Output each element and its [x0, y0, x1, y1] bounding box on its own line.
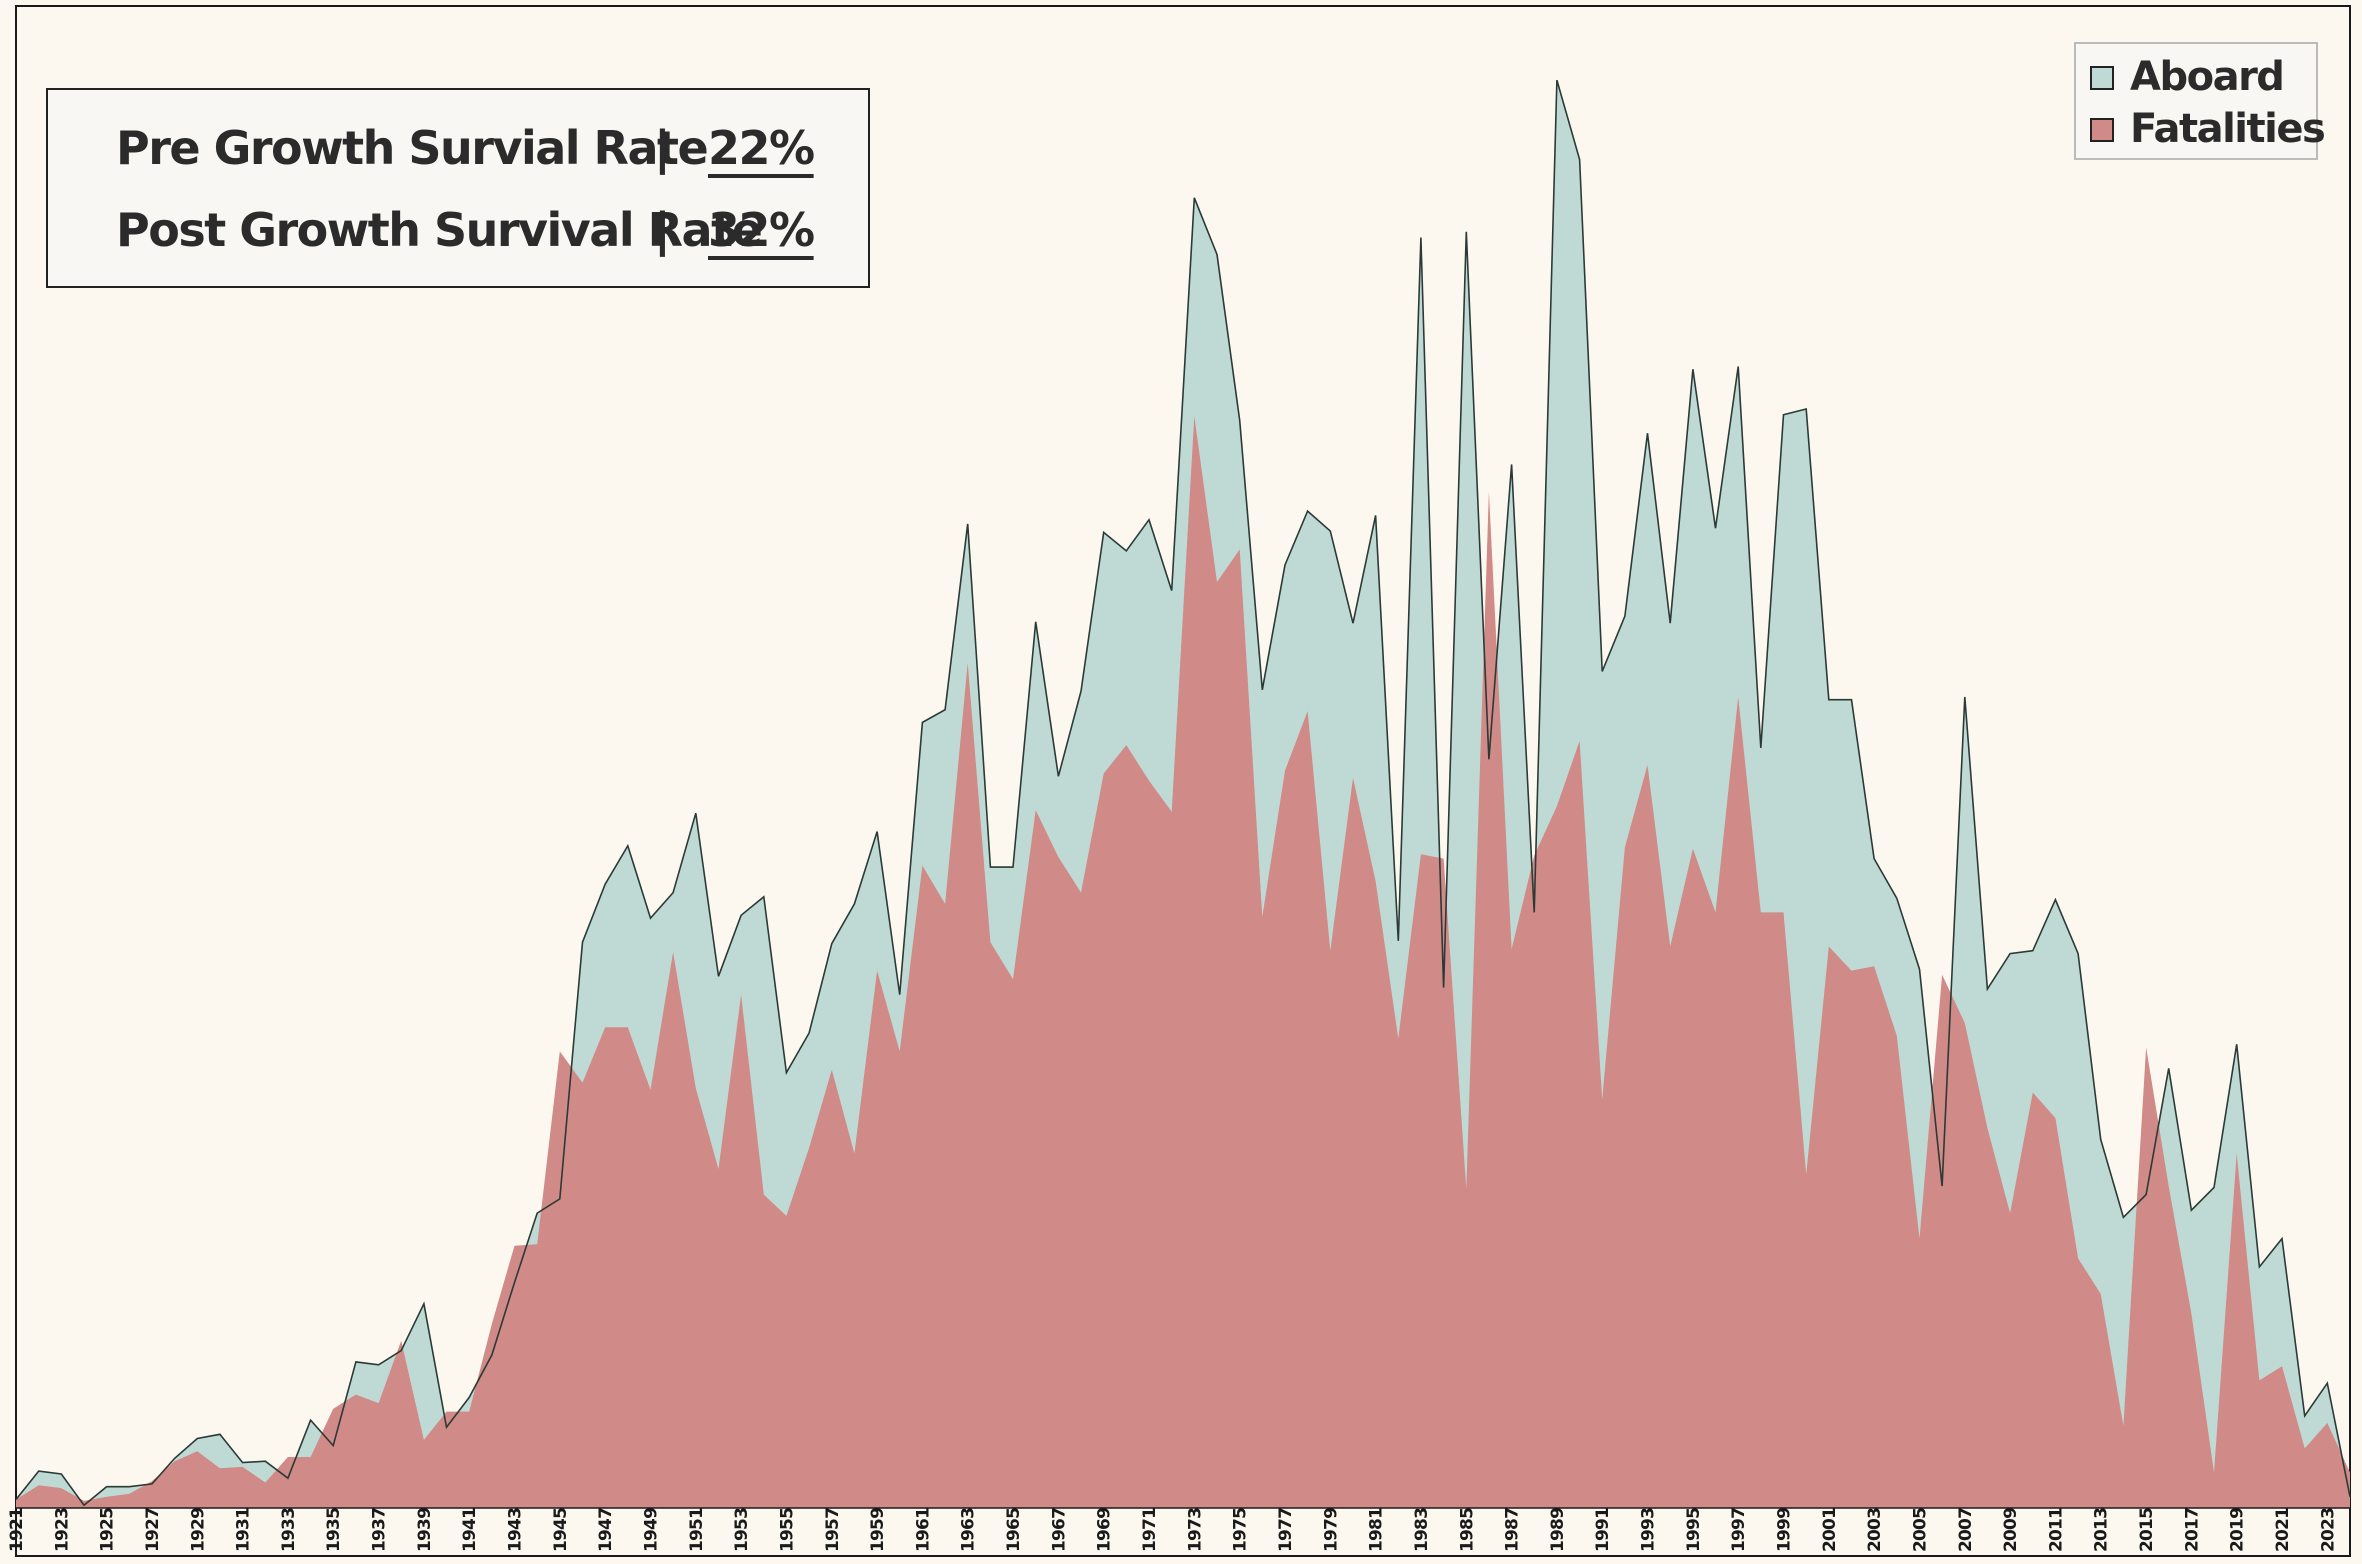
- x-tick-label: 1973: [1185, 1508, 1205, 1552]
- x-tick-label: 1997: [1729, 1508, 1749, 1552]
- x-tick-label: 2015: [2137, 1508, 2157, 1552]
- post-growth-value: 32%: [708, 203, 815, 257]
- legend-swatch-aboard: [2090, 66, 2114, 90]
- legend-swatch-fatalities: [2090, 118, 2114, 142]
- x-tick-label: 1943: [506, 1508, 526, 1552]
- x-tick-label: 2023: [2318, 1508, 2338, 1552]
- x-tick-label: 2011: [2046, 1508, 2066, 1552]
- x-tick-label: 1945: [551, 1508, 571, 1552]
- x-tick-label: 1933: [279, 1508, 299, 1552]
- x-tick-label: 1965: [1004, 1508, 1024, 1552]
- post-growth-row: Post Growth Survival Rate | 32%: [48, 190, 868, 270]
- x-tick-label: 1927: [143, 1508, 163, 1552]
- post-growth-label: Post Growth Survival Rate: [116, 203, 763, 257]
- aboard-line: [15, 79, 2351, 1507]
- x-tick-label: 1969: [1095, 1508, 1115, 1552]
- x-tick-label: 2009: [2001, 1508, 2021, 1552]
- x-tick-label: 1961: [913, 1508, 933, 1552]
- x-tick-label: 1951: [687, 1508, 707, 1552]
- x-tick-label: 1971: [1140, 1508, 1160, 1552]
- x-tick-label: 2003: [1865, 1508, 1885, 1552]
- x-tick-label: 1995: [1684, 1508, 1704, 1552]
- x-tick-label: 1935: [324, 1508, 344, 1552]
- area-series-group: [15, 79, 2351, 1509]
- x-tick-label: 1963: [959, 1508, 979, 1552]
- pre-growth-row: Pre Growth Survial Rate | 22%: [48, 108, 868, 188]
- x-tick-label: 1925: [98, 1508, 118, 1552]
- x-tick-label: 1983: [1412, 1508, 1432, 1552]
- x-tick-label: 1987: [1503, 1508, 1523, 1552]
- x-tick-label: 2001: [1820, 1508, 1840, 1552]
- x-tick-label: 2005: [1911, 1508, 1931, 1552]
- x-tick-label: 1929: [188, 1508, 208, 1552]
- x-tick-label: 1991: [1593, 1508, 1613, 1552]
- x-tick-label: 1931: [234, 1508, 254, 1552]
- pre-growth-label: Pre Growth Survial Rate: [116, 121, 709, 175]
- post-growth-separator: |: [654, 203, 671, 257]
- legend-label-fatalities: Fatalities: [2130, 106, 2326, 152]
- x-tick-label: 1959: [868, 1508, 888, 1552]
- x-tick-label: 1957: [823, 1508, 843, 1552]
- x-tick-label: 1977: [1276, 1508, 1296, 1552]
- x-tick-label: 1955: [777, 1508, 797, 1552]
- x-tick-label: 1937: [370, 1508, 390, 1552]
- x-tick-label: 1921: [7, 1508, 27, 1552]
- x-tick-label: 1949: [642, 1508, 662, 1552]
- x-tick-label: 1967: [1049, 1508, 1069, 1552]
- x-tick-label: 1941: [460, 1508, 480, 1552]
- pre-growth-separator: |: [654, 121, 671, 175]
- fatalities-area: [16, 416, 2350, 1509]
- x-tick-label: 1979: [1321, 1508, 1341, 1552]
- x-tick-label: 1993: [1639, 1508, 1659, 1552]
- chart-legend: Aboard Fatalities: [2074, 42, 2326, 160]
- x-tick-label: 2019: [2228, 1508, 2248, 1552]
- x-tick-label: 1981: [1367, 1508, 1387, 1552]
- x-tick-label: 1923: [52, 1508, 72, 1552]
- x-tick-label: 2013: [2092, 1508, 2112, 1552]
- x-tick-label: 2021: [2273, 1508, 2293, 1552]
- x-axis-ticks: 1921 1923 1925 1927 1929 1931 1933 1935 1937 1939…: [7, 1508, 2338, 1552]
- x-tick-label: 1947: [596, 1508, 616, 1552]
- x-tick-label: 1985: [1457, 1508, 1477, 1552]
- x-tick-label: 1939: [415, 1508, 435, 1552]
- x-tick-label: 2007: [1956, 1508, 1976, 1552]
- x-tick-label: 1999: [1775, 1508, 1795, 1552]
- x-tick-label: 2017: [2182, 1508, 2202, 1552]
- x-tick-label: 1989: [1548, 1508, 1568, 1552]
- x-tick-label: 1975: [1231, 1508, 1251, 1552]
- legend-label-aboard: Aboard: [2130, 54, 2285, 100]
- pre-growth-value: 22%: [708, 121, 815, 175]
- survival-rate-box: Pre Growth Survial Rate | 22% Post Growt…: [46, 88, 870, 288]
- x-tick-label: 1953: [732, 1508, 752, 1552]
